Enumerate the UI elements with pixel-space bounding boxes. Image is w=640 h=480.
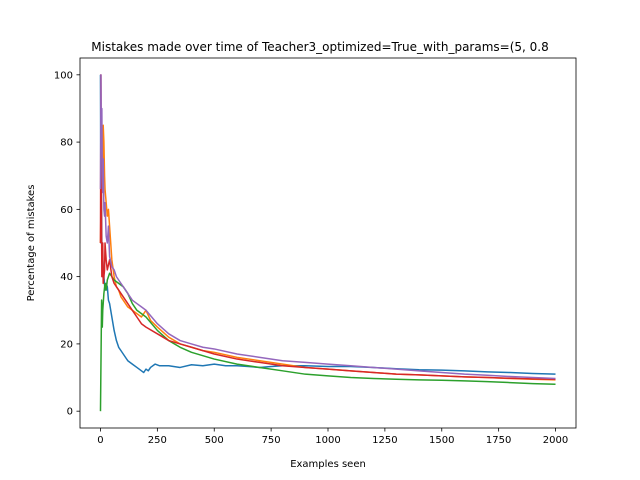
y-tick-label: 20	[60, 339, 73, 350]
series-line-2	[99, 124, 556, 381]
y-tick-label: 80	[60, 138, 73, 149]
y-axis-label: Percentage of mistakes	[26, 185, 37, 302]
x-axis-label: Examples seen	[290, 459, 366, 470]
series-line-4	[99, 74, 556, 380]
x-tick-label: 2000	[543, 435, 568, 446]
x-axis: 0 250 500 750 1000 1250 1500 1750 2000	[97, 428, 568, 446]
series-line-1	[99, 74, 556, 375]
x-tick-label: 750	[262, 435, 281, 446]
x-tick-label: 250	[148, 435, 167, 446]
x-tick-label: 1500	[429, 435, 454, 446]
y-tick-label: 60	[60, 205, 73, 216]
series-line-5	[99, 74, 556, 380]
chart-title: Mistakes made over time of Teacher3_opti…	[91, 40, 549, 54]
y-tick-label: 100	[54, 70, 73, 81]
x-tick-label: 1250	[372, 435, 397, 446]
y-tick-label: 40	[60, 272, 73, 283]
plot-lines	[99, 74, 556, 412]
x-tick-label: 1000	[315, 435, 340, 446]
x-tick-label: 0	[97, 435, 103, 446]
x-tick-label: 500	[205, 435, 224, 446]
y-axis: 0 20 40 60 80 100	[54, 70, 80, 418]
x-tick-label: 1750	[486, 435, 511, 446]
y-tick-label: 0	[67, 407, 73, 418]
series-line-3	[99, 272, 556, 412]
